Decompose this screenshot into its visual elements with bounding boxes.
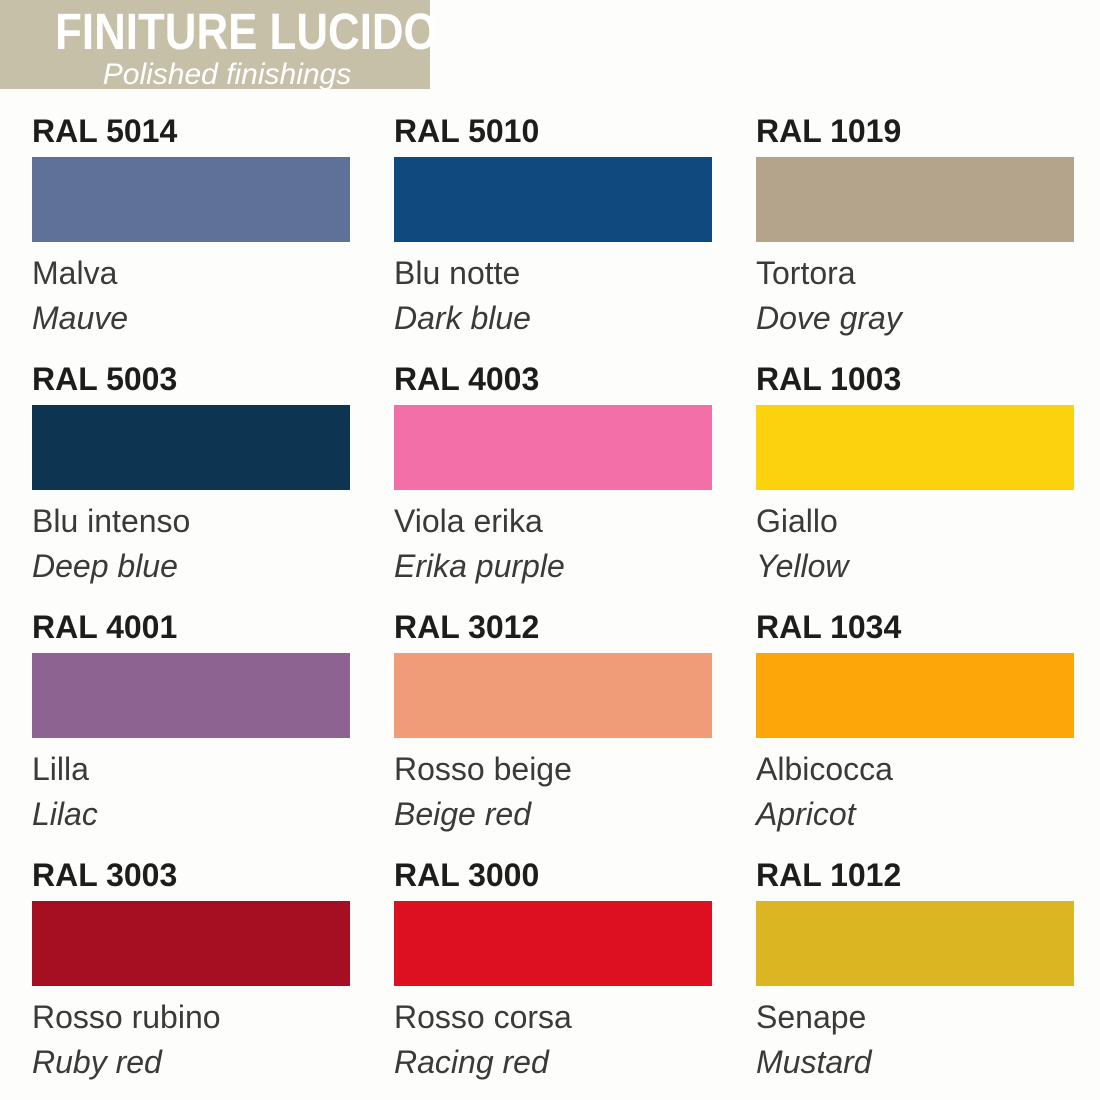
color-name-english: Ruby red (32, 1044, 162, 1080)
color-swatch (394, 157, 712, 242)
swatch-card: RAL 4003 Viola erika Erika purple (394, 360, 712, 608)
color-swatch (756, 157, 1074, 242)
header-banner: FINITURE LUCIDO Polished finishings (0, 0, 438, 91)
swatch-card: RAL 3000 Rosso corsa Racing red (394, 856, 712, 1100)
ral-code-label: RAL 4003 (394, 361, 540, 397)
color-swatch (756, 653, 1074, 738)
color-name-english: Mauve (32, 300, 129, 336)
color-name-english: Lilac (32, 796, 98, 832)
swatch-card: RAL 5003 Blu intenso Deep blue (32, 360, 350, 608)
color-name-english: Racing red (394, 1044, 549, 1080)
color-name-italian: Viola erika (394, 503, 543, 539)
swatch-card: RAL 1034 Albicocca Apricot (756, 608, 1074, 856)
color-swatch (32, 405, 350, 490)
color-name-italian: Rosso corsa (394, 999, 572, 1035)
swatch-card: RAL 5010 Blu notte Dark blue (394, 112, 712, 360)
page-title: FINITURE LUCIDO (55, 3, 438, 60)
ral-code-label: RAL 4001 (32, 609, 178, 645)
ral-code-label: RAL 1019 (756, 113, 902, 149)
ral-code-label: RAL 3012 (394, 609, 540, 645)
ral-code-label: RAL 1003 (756, 361, 902, 397)
color-swatch (32, 157, 350, 242)
color-name-english: Dark blue (394, 300, 531, 336)
swatch-card: RAL 4001 Lilla Lilac (32, 608, 350, 856)
color-swatch (32, 901, 350, 986)
swatch-card: RAL 1003 Giallo Yellow (756, 360, 1074, 608)
color-swatch (756, 901, 1074, 986)
color-name-italian: Blu notte (394, 255, 521, 291)
ral-code-label: RAL 3003 (32, 857, 178, 893)
color-name-italian: Lilla (32, 751, 89, 787)
ral-code-label: RAL 1034 (756, 609, 902, 645)
color-swatch (394, 653, 712, 738)
swatch-card: RAL 3003 Rosso rubino Ruby red (32, 856, 350, 1100)
swatch-card: RAL 5014 Malva Mauve (32, 112, 350, 360)
color-name-italian: Albicocca (756, 751, 893, 787)
color-swatch (394, 901, 712, 986)
color-name-italian: Blu intenso (32, 503, 191, 539)
swatch-card: RAL 3012 Rosso beige Beige red (394, 608, 712, 856)
color-swatch (756, 405, 1074, 490)
color-name-english: Yellow (756, 548, 849, 584)
swatch-card: RAL 1019 Tortora Dove gray (756, 112, 1074, 360)
color-name-italian: Rosso rubino (32, 999, 221, 1035)
color-name-italian: Giallo (756, 503, 838, 539)
color-name-italian: Rosso beige (394, 751, 572, 787)
color-name-italian: Senape (756, 999, 867, 1035)
color-name-italian: Tortora (756, 255, 856, 291)
page-subtitle: Polished finishings (102, 58, 352, 91)
color-name-english: Mustard (756, 1044, 872, 1080)
color-name-english: Erika purple (394, 548, 565, 584)
ral-code-label: RAL 5014 (32, 113, 178, 149)
ral-code-label: RAL 3000 (394, 857, 540, 893)
swatch-card: RAL 1012 Senape Mustard (756, 856, 1074, 1100)
color-name-english: Deep blue (32, 548, 178, 584)
color-name-english: Dove gray (756, 300, 902, 336)
ral-code-label: RAL 5003 (32, 361, 178, 397)
color-swatch (394, 405, 712, 490)
ral-code-label: RAL 5010 (394, 113, 540, 149)
ral-code-label: RAL 1012 (756, 857, 902, 893)
swatch-grid: RAL 5014 Malva Mauve RAL 5010 Blu notte … (32, 112, 1074, 1100)
color-name-english: Apricot (756, 796, 856, 832)
color-name-english: Beige red (394, 796, 531, 832)
color-swatch (32, 653, 350, 738)
color-name-italian: Malva (32, 255, 118, 291)
